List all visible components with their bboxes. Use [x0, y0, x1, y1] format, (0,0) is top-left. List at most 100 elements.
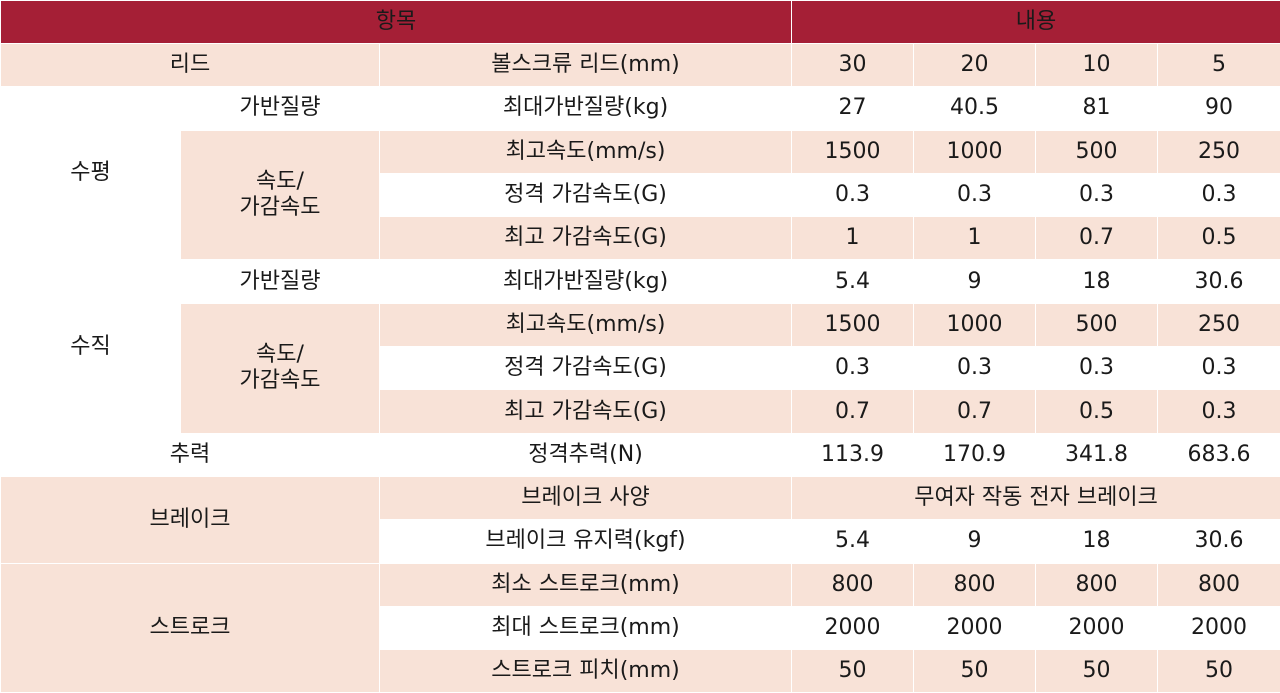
- value-cell: 50: [1035, 649, 1158, 693]
- thrust-label: 추력: [0, 432, 380, 477]
- value-cell: 341.8: [1035, 432, 1158, 477]
- stroke-max-label: 최대 스트로크(mm): [379, 605, 792, 651]
- value-cell: 683.6: [1156, 432, 1280, 477]
- value-cell: 2000: [791, 605, 914, 651]
- value-cell: 113.9: [791, 432, 914, 477]
- value-cell: 5.4: [791, 519, 914, 564]
- horizontal-label: 수평: [0, 86, 181, 261]
- value-cell: 30.6: [1156, 519, 1280, 564]
- stroke-pitch-row: 스트로크 피치(mm) 50 50 50 50: [1, 649, 1280, 693]
- value-cell: 0.5: [1156, 216, 1280, 261]
- lead-row: 리드 볼스크류 리드(mm) 30 20 10 5: [0, 42, 1280, 88]
- value-cell: 50: [791, 649, 914, 693]
- brake-holding-row: 브레이크 유지력(kgf) 5.4 9 18 30.6: [1, 519, 1280, 564]
- vertical-max-payload-label: 최대가반질량(kg): [379, 259, 792, 304]
- value-cell: 9: [913, 519, 1036, 564]
- value-cell: 250: [1156, 129, 1280, 174]
- value-cell: 18: [1035, 519, 1158, 564]
- value-cell: 1: [791, 216, 914, 261]
- value-cell: 81: [1035, 86, 1158, 131]
- header-item: 항목: [0, 0, 792, 44]
- value-cell: 90: [1156, 86, 1280, 131]
- vertical-max-accel-label: 최고 가감속도(G): [379, 389, 792, 434]
- value-cell: 1000: [913, 129, 1036, 174]
- value-cell: 5: [1156, 42, 1280, 88]
- value-cell: 0.7: [1035, 216, 1158, 261]
- horizontal-rated-accel-row: 정격 가감속도(G) 0.3 0.3 0.3 0.3: [1, 172, 1280, 218]
- value-cell: 9: [913, 259, 1036, 304]
- stroke-max-row: 최대 스트로크(mm) 2000 2000 2000 2000: [1, 605, 1280, 651]
- value-cell: 0.3: [791, 346, 914, 391]
- value-cell: 800: [913, 562, 1036, 607]
- value-cell: 0.3: [1035, 346, 1158, 391]
- brake-holding-label: 브레이크 유지력(kgf): [379, 519, 792, 564]
- value-cell: 0.3: [913, 346, 1036, 391]
- value-cell: 0.3: [1156, 172, 1280, 218]
- vertical-payload-row: 수직 가반질량 최대가반질량(kg) 5.4 9 18 30.6: [0, 259, 1280, 434]
- vertical-payload-group: 가반질량: [180, 259, 380, 304]
- value-cell: 800: [1156, 562, 1280, 607]
- horizontal-speed-group: 속도/ 가감속도: [180, 129, 380, 261]
- vertical-max-speed-row: 속도/ 가감속도 최고속도(mm/s) 1500 1000 500 250: [1, 302, 1280, 434]
- horizontal-max-speed-label: 최고속도(mm/s): [379, 129, 792, 174]
- value-cell: 0.3: [1156, 389, 1280, 434]
- value-cell: 0.7: [791, 389, 914, 434]
- value-cell: 2000: [913, 605, 1036, 651]
- value-cell: 500: [1035, 129, 1158, 174]
- value-cell: 800: [1035, 562, 1158, 607]
- horizontal-max-accel-row: 최고 가감속도(G) 1 1 0.7 0.5: [1, 216, 1280, 261]
- value-cell: 10: [1035, 42, 1158, 88]
- value-cell: 40.5: [913, 86, 1036, 131]
- value-cell: 5.4: [791, 259, 914, 304]
- vertical-label: 수직: [0, 259, 181, 434]
- value-cell: 1500: [791, 129, 914, 174]
- value-cell: 0.5: [1035, 389, 1158, 434]
- value-cell: 2000: [1035, 605, 1158, 651]
- header-content: 내용: [790, 0, 1280, 44]
- horizontal-payload-row: 수평 가반질량 최대가반질량(kg) 27 40.5 81 90: [0, 86, 1280, 261]
- value-cell: 170.9: [913, 432, 1036, 477]
- lead-sub-label: 볼스크류 리드(mm): [379, 42, 792, 88]
- value-cell: 20: [913, 42, 1036, 88]
- value-cell: 500: [1035, 302, 1158, 348]
- vertical-speed-group: 속도/ 가감속도: [180, 302, 380, 434]
- value-cell: 1500: [791, 302, 914, 348]
- value-cell: 50: [913, 649, 1036, 693]
- vertical-max-speed-label: 최고속도(mm/s): [379, 302, 792, 348]
- value-cell: 2000: [1156, 605, 1280, 651]
- value-cell: 0.7: [913, 389, 1036, 434]
- value-cell: 250: [1156, 302, 1280, 348]
- value-cell: 0.3: [1156, 346, 1280, 391]
- brake-spec-label: 브레이크 사양: [379, 475, 792, 521]
- brake-spec-row: 브레이크 브레이크 사양 무여자 작동 전자 브레이크: [0, 475, 1280, 564]
- value-cell: 30.6: [1156, 259, 1280, 304]
- lead-label: 리드: [0, 42, 380, 88]
- horizontal-max-speed-row: 속도/ 가감속도 최고속도(mm/s) 1500 1000 500 250: [1, 129, 1280, 261]
- value-cell: 0.3: [913, 172, 1036, 218]
- brake-spec-value: 무여자 작동 전자 브레이크: [790, 475, 1280, 521]
- value-cell: 0.3: [791, 172, 914, 218]
- thrust-row: 추력 정격추력(N) 113.9 170.9 341.8 683.6: [0, 432, 1280, 477]
- header-row: 항목 내용: [0, 0, 1280, 44]
- vertical-rated-accel-label: 정격 가감속도(G): [379, 346, 792, 391]
- value-cell: 30: [791, 42, 914, 88]
- stroke-min-label: 최소 스트로크(mm): [379, 562, 792, 607]
- value-cell: 18: [1035, 259, 1158, 304]
- stroke-pitch-label: 스트로크 피치(mm): [379, 649, 792, 693]
- horizontal-max-accel-label: 최고 가감속도(G): [379, 216, 792, 261]
- value-cell: 1000: [913, 302, 1036, 348]
- value-cell: 27: [791, 86, 914, 131]
- value-cell: 0.3: [1035, 172, 1158, 218]
- stroke-min-row: 스트로크 최소 스트로크(mm) 800 800 800 800: [0, 562, 1280, 693]
- brake-label: 브레이크: [0, 475, 380, 564]
- thrust-sub-label: 정격추력(N): [379, 432, 792, 477]
- horizontal-max-payload-label: 최대가반질량(kg): [379, 86, 792, 131]
- stroke-label: 스트로크: [0, 562, 380, 693]
- horizontal-rated-accel-label: 정격 가감속도(G): [379, 172, 792, 218]
- vertical-rated-accel-row: 정격 가감속도(G) 0.3 0.3 0.3 0.3: [1, 346, 1280, 391]
- horizontal-payload-group: 가반질량: [180, 86, 380, 131]
- value-cell: 800: [791, 562, 914, 607]
- value-cell: 50: [1156, 649, 1280, 693]
- value-cell: 1: [913, 216, 1036, 261]
